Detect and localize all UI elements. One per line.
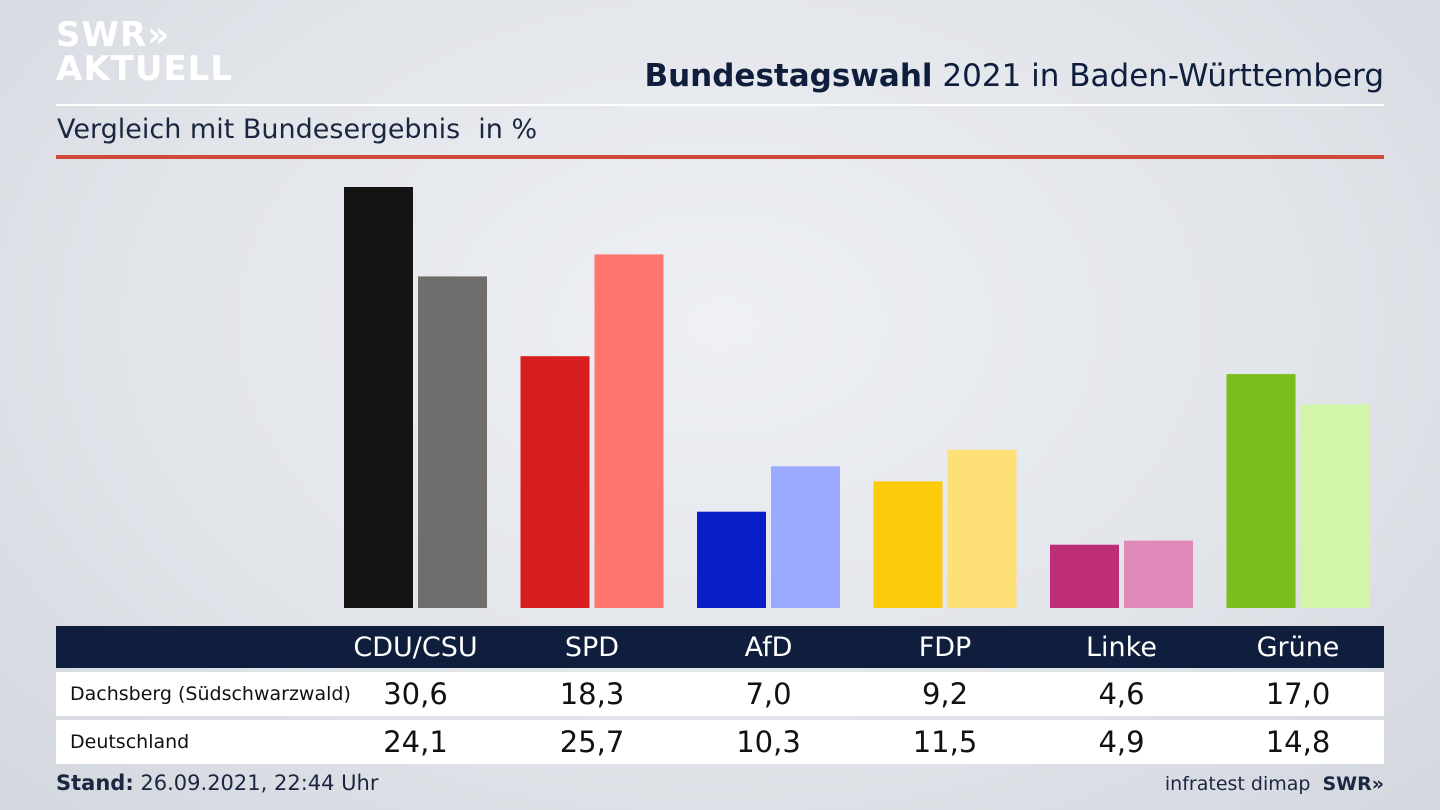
chart-subtitle: Vergleich mit Bundesergebnis in % xyxy=(57,114,537,145)
timestamp: Stand: 26.09.2021, 22:44 Uhr xyxy=(56,771,379,795)
stand-value: 26.09.2021, 22:44 Uhr xyxy=(133,771,379,795)
column-header: Linke xyxy=(1086,631,1157,663)
header-divider xyxy=(56,104,1384,106)
bar-grüne-series-1 xyxy=(1300,404,1370,608)
table-row: Deutschland 24,1 25,7 10,3 11,5 4,9 14,8 xyxy=(56,720,1384,764)
bar-spd-series-0 xyxy=(520,356,590,608)
bar-linke-series-1 xyxy=(1124,540,1193,608)
bar-fdp-series-0 xyxy=(873,481,943,608)
table-header-row: CDU/CSU SPD AfD FDP Linke Grüne xyxy=(56,626,1384,668)
bar-fdp-series-1 xyxy=(947,449,1017,608)
value-cell: 9,2 xyxy=(921,677,969,711)
bar-afd-series-0 xyxy=(697,511,766,608)
value-cell: 17,0 xyxy=(1265,677,1331,711)
value-cell: 25,7 xyxy=(559,725,625,759)
row-label: Dachsberg (Südschwarzwald) xyxy=(70,683,351,705)
subtitle-text: Vergleich mit Bundesergebnis xyxy=(57,114,461,145)
page-title: Bundestagswahl 2021 in Baden-Württemberg xyxy=(644,58,1384,94)
logo-line-2: AKTUELL xyxy=(56,49,234,89)
unit-label: in % xyxy=(478,114,538,145)
column-header: AfD xyxy=(744,631,793,663)
source-label: infratest dimap xyxy=(1164,773,1311,795)
value-cell: 18,3 xyxy=(559,677,625,711)
value-cell: 14,8 xyxy=(1265,725,1331,759)
table-row: Dachsberg (Südschwarzwald) 30,6 18,3 7,0 9,… xyxy=(56,672,1384,716)
column-header: FDP xyxy=(918,631,972,663)
value-cell: 7,0 xyxy=(745,677,792,711)
bar-afd-series-1 xyxy=(771,466,840,608)
swr-aktuell-logo: SWR» AKTUELL xyxy=(56,18,233,86)
bar-cdu-csu-series-1 xyxy=(418,276,487,608)
logo-line-1: SWR» xyxy=(56,15,171,55)
row-label: Deutschland xyxy=(70,731,190,753)
source-credit: infratest dimap SWR» xyxy=(1165,773,1384,795)
value-cell: 10,3 xyxy=(736,725,801,759)
title-rest: 2021 in Baden-Württemberg xyxy=(932,58,1384,94)
bar-grüne-series-0 xyxy=(1226,374,1296,608)
accent-rule xyxy=(56,155,1384,159)
column-header: CDU/CSU xyxy=(353,631,478,663)
value-cell: 4,6 xyxy=(1098,677,1145,711)
swr-footer-logo: SWR» xyxy=(1322,773,1384,795)
column-header: Grüne xyxy=(1256,631,1340,663)
bar-cdu-csu-series-0 xyxy=(344,187,413,608)
value-cell: 4,9 xyxy=(1098,725,1145,759)
results-table: CDU/CSU SPD AfD FDP Linke Grüne Dachsberg (Sü… xyxy=(56,626,1384,764)
stand-label: Stand: xyxy=(56,771,134,795)
title-bold: Bundestagswahl xyxy=(644,58,933,94)
bar-linke-series-0 xyxy=(1050,544,1119,608)
value-cell: 24,1 xyxy=(383,725,448,759)
value-cell: 11,5 xyxy=(912,725,978,759)
value-cell: 30,6 xyxy=(383,677,448,711)
bar-spd-series-1 xyxy=(594,254,664,608)
column-header: SPD xyxy=(564,631,620,663)
